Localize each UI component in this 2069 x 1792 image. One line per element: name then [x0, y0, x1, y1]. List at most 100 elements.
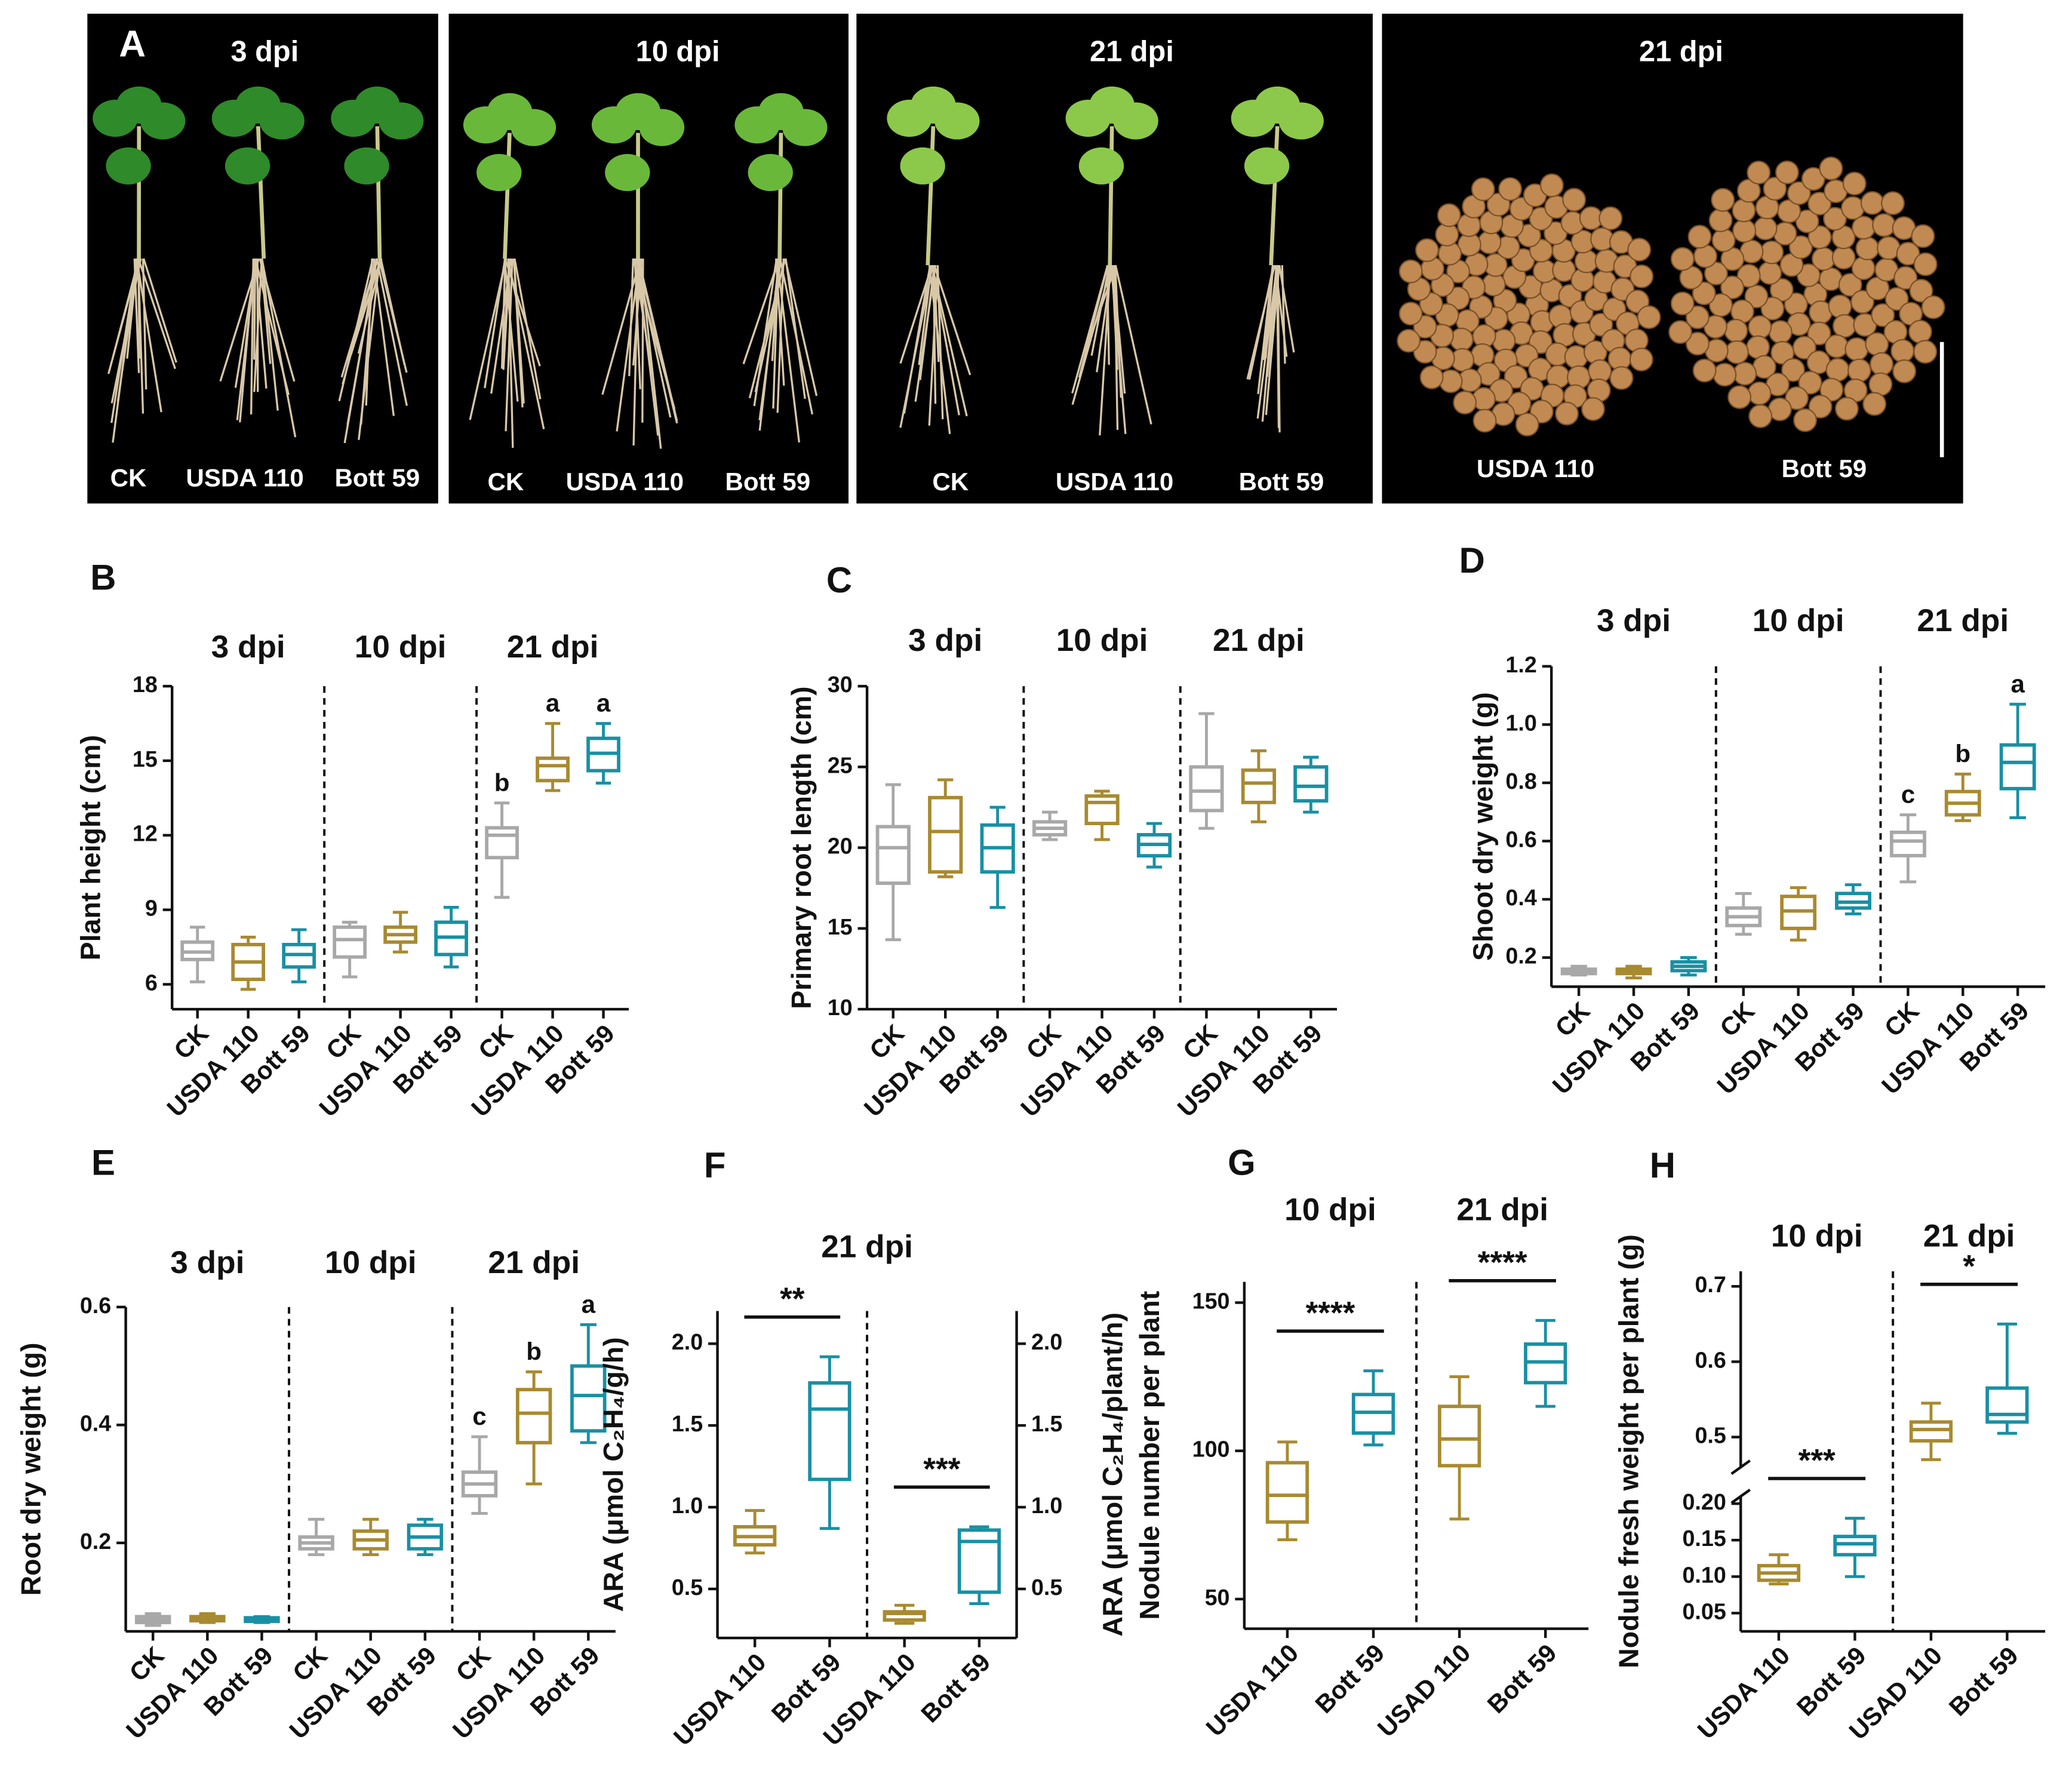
sig-letter: b	[526, 1338, 542, 1366]
root	[260, 258, 272, 364]
sig-stars: ***	[1799, 1443, 1836, 1478]
leaf	[259, 102, 305, 140]
nodule	[1828, 294, 1852, 319]
box	[1909, 1420, 1953, 1443]
box	[1084, 794, 1120, 825]
nodule	[1825, 358, 1850, 382]
stem	[777, 133, 783, 259]
root	[261, 258, 297, 438]
group-label: 21 dpi	[1917, 603, 2009, 638]
nodule	[1692, 281, 1716, 306]
root	[928, 265, 939, 426]
sig-letter: b	[494, 769, 510, 797]
box	[1985, 1386, 2029, 1424]
root	[142, 258, 177, 363]
root	[635, 258, 672, 418]
root	[342, 258, 379, 385]
nodule	[1781, 358, 1805, 382]
nodule	[1504, 365, 1528, 389]
root	[1262, 265, 1275, 361]
group-label: 10 dpi	[355, 629, 447, 665]
y-tick-label: 18	[133, 672, 158, 697]
y-axis-label: Primary root length (cm)	[786, 686, 817, 1009]
y-tick-label: 15	[828, 914, 853, 939]
y-tick-label: 0.10	[1682, 1562, 1726, 1587]
root	[505, 259, 514, 432]
x-tick-label: Bott 59	[1944, 1641, 2024, 1721]
nodule	[1819, 156, 1843, 181]
nodule	[1711, 228, 1736, 253]
box	[536, 756, 570, 783]
root	[616, 258, 641, 432]
box	[1189, 765, 1224, 813]
nodule	[1872, 213, 1896, 237]
leaf	[476, 153, 522, 192]
x-tick-label: CK	[124, 1641, 170, 1687]
nodule	[1850, 290, 1875, 314]
nodule	[1911, 224, 1935, 248]
y-tick-label: 0.05	[1682, 1599, 1726, 1624]
root	[126, 258, 139, 359]
nodule	[1724, 318, 1748, 343]
nodule	[1539, 173, 1564, 198]
nodule	[1819, 377, 1844, 402]
x-tick-label: CK	[1879, 996, 1925, 1042]
nodule	[1492, 328, 1516, 353]
nodule	[1871, 303, 1895, 327]
y-tick-label: 30	[828, 672, 853, 697]
nodule	[1921, 295, 1945, 319]
leaf	[225, 147, 270, 185]
nodule	[1609, 366, 1634, 390]
leaf	[106, 147, 151, 185]
root	[253, 258, 263, 392]
photo-label: USDA 110	[186, 463, 303, 491]
photo-title: 3 dpi	[230, 35, 299, 67]
nodule	[1515, 412, 1539, 437]
nodule	[1763, 177, 1787, 201]
y-tick-label: 0.6	[1505, 826, 1536, 852]
root	[634, 258, 641, 389]
sig-stars: ****	[1306, 1296, 1355, 1331]
group-label: 21 dpi	[1923, 1219, 2015, 1254]
photo-label: CK	[110, 463, 147, 491]
nodule	[1598, 206, 1623, 230]
y-tick-label: 15	[133, 746, 158, 771]
y-tick-label: 1.2	[1505, 652, 1536, 677]
box	[570, 1364, 607, 1433]
group-label: 3 dpi	[1597, 603, 1671, 638]
root	[919, 265, 936, 380]
root	[1278, 265, 1295, 353]
photo-label: USDA 110	[1477, 454, 1594, 482]
nodule	[1685, 305, 1710, 330]
y-tick-label: 2.0	[672, 1329, 703, 1354]
nodule	[1630, 264, 1654, 288]
nodule	[1397, 328, 1421, 353]
y-tick-label: 0.4	[80, 1410, 111, 1436]
nodule	[1574, 249, 1598, 273]
y-tick-label: 100	[1192, 1437, 1230, 1462]
nodule	[1724, 340, 1749, 364]
root	[1078, 265, 1109, 378]
nodule	[1787, 181, 1811, 205]
nodule	[1807, 225, 1832, 250]
box	[515, 1388, 552, 1444]
nodule	[1852, 216, 1876, 240]
group-label: 10 dpi	[1771, 1219, 1863, 1254]
nodule	[1711, 188, 1735, 212]
sig-letter: a	[582, 1290, 596, 1318]
y-tick-label: 0.4	[1505, 885, 1536, 910]
x-tick-label: CK	[287, 1641, 333, 1687]
root	[253, 259, 257, 360]
stem	[1108, 126, 1114, 266]
root	[360, 258, 376, 425]
nodule	[1732, 219, 1757, 243]
y-tick-label: 6	[145, 970, 158, 995]
nodule	[1437, 203, 1461, 228]
nodule	[1753, 216, 1778, 241]
x-tick-label: CK	[1714, 996, 1760, 1042]
photo-title: 21 dpi	[1090, 35, 1174, 67]
nodule	[1842, 171, 1867, 196]
root	[933, 265, 972, 376]
